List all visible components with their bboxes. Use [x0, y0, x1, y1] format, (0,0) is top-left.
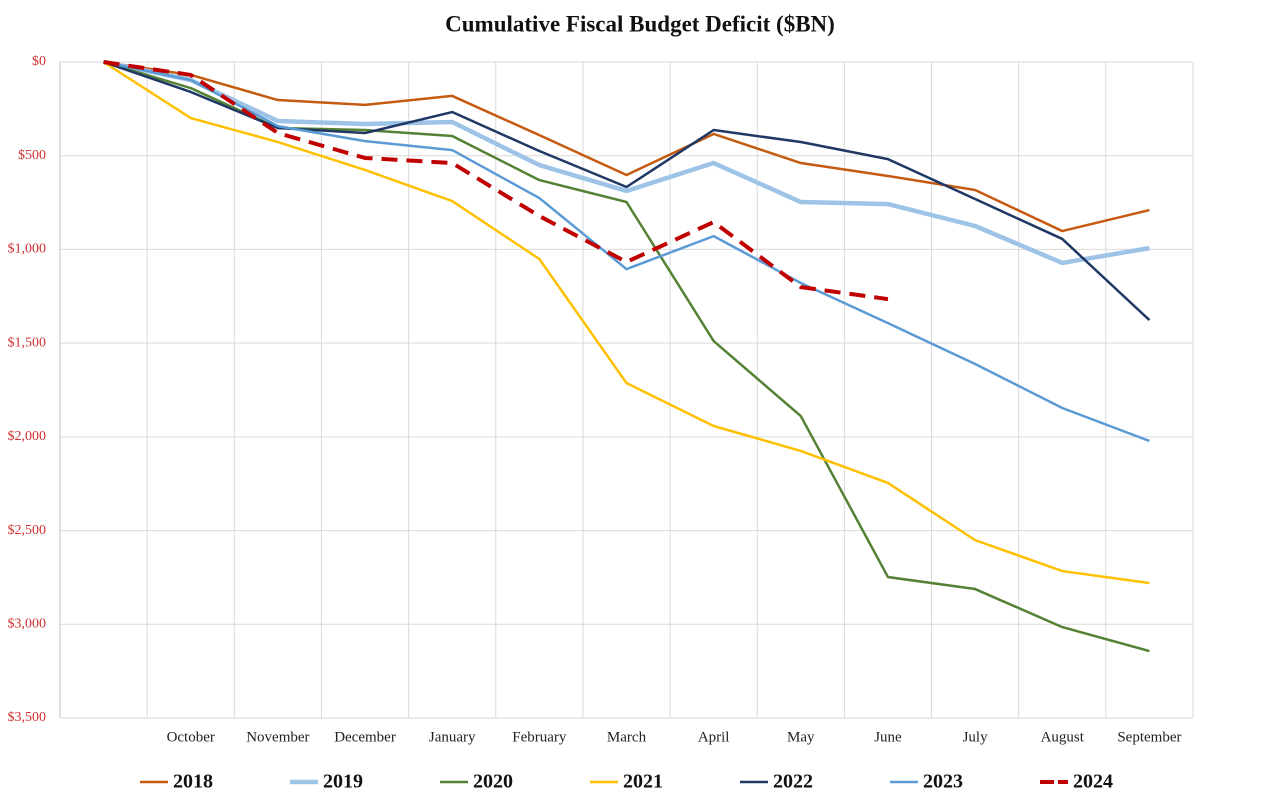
x-tick-label: October [167, 729, 215, 745]
x-tick-label: June [874, 729, 902, 745]
legend-label: 2022 [773, 771, 813, 793]
y-tick-label: $2,000 [8, 429, 47, 444]
x-tick-label: August [1041, 729, 1085, 745]
legend-label: 2023 [923, 771, 963, 793]
y-tick-label: $1,500 [8, 335, 47, 350]
x-tick-label: April [698, 729, 730, 745]
x-tick-label: July [963, 729, 989, 745]
series-line [103, 60, 1151, 322]
x-tick-label: January [429, 729, 476, 745]
y-tick-label: $500 [18, 148, 46, 163]
y-tick-label: $3,500 [8, 710, 47, 725]
legend-label: 2019 [323, 771, 363, 793]
y-tick-label: $2,500 [8, 523, 47, 538]
chart-title: Cumulative Fiscal Budget Deficit ($BN) [445, 11, 835, 36]
series-line [103, 60, 1150, 233]
y-tick-label: $1,000 [8, 242, 47, 257]
x-tick-label: November [246, 729, 309, 745]
legend-label: 2024 [1073, 771, 1113, 793]
series-line [102, 60, 1150, 585]
series-line [103, 60, 1150, 443]
y-tick-label: $3,000 [8, 617, 47, 632]
x-tick-label: May [787, 729, 815, 745]
x-tick-label: February [512, 729, 567, 745]
legend-label: 2021 [623, 771, 663, 793]
y-tick-label: $0 [32, 54, 46, 69]
x-tick-label: March [607, 729, 647, 745]
series-line [103, 60, 889, 302]
x-tick-label: December [334, 729, 396, 745]
legend-label: 2018 [173, 771, 213, 793]
x-tick-label: September [1117, 729, 1181, 745]
legend-label: 2020 [473, 771, 513, 793]
series-line [103, 59, 1150, 266]
